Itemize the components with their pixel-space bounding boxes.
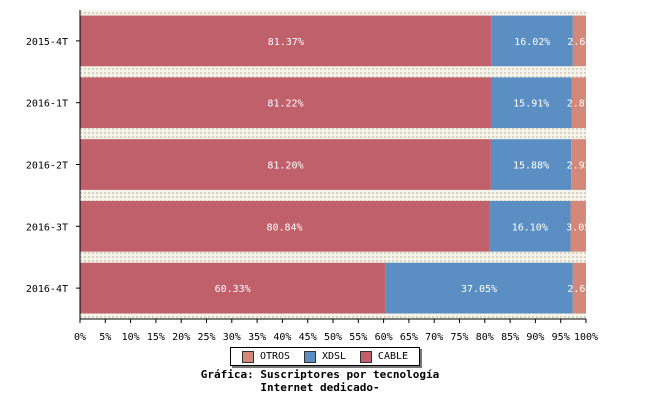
legend-swatch-xdsl — [303, 350, 316, 363]
x-tick-label-7: 35% — [248, 332, 266, 343]
bar-otros-0 — [572, 15, 586, 67]
y-tick-label-3: 2016-3T — [26, 222, 68, 233]
x-tick-label-4: 20% — [172, 332, 190, 343]
x-tick-label-8: 40% — [273, 332, 291, 343]
bar-otros-2 — [571, 139, 586, 190]
x-tick-label-14: 70% — [425, 332, 443, 343]
x-tick-label-17: 85% — [501, 332, 519, 343]
data-label-otros-4: 2.62 — [567, 284, 591, 295]
x-tick-label-5: 25% — [197, 332, 215, 343]
data-label-otros-2: 2.92 — [567, 161, 591, 172]
bar-otros-1 — [571, 77, 586, 129]
legend-item-otros: OTROS — [241, 350, 291, 363]
bar-cable-0 — [80, 15, 492, 67]
x-tick-label-9: 45% — [299, 332, 317, 343]
data-label-cable-1: 81.22% — [267, 99, 303, 110]
x-tick-label-13: 65% — [400, 332, 418, 343]
legend-item-cable: CABLE — [359, 350, 409, 363]
bar-xdsl-1 — [490, 77, 572, 129]
x-tick-label-16: 80% — [476, 332, 494, 343]
x-tick-label-12: 60% — [375, 332, 393, 343]
x-tick-label-20: 100% — [574, 332, 598, 343]
x-tick-label-18: 90% — [526, 332, 544, 343]
legend-swatch-cable — [359, 350, 372, 363]
y-tick-label-2: 2016-2T — [26, 161, 68, 172]
bar-xdsl-2 — [490, 139, 572, 190]
data-label-xdsl-2: 15.88% — [513, 161, 549, 172]
legend-label-cable: CABLE — [377, 351, 409, 362]
x-tick-label-11: 55% — [349, 332, 367, 343]
legend-label-xdsl: XDSL — [321, 351, 347, 362]
data-label-cable-3: 80.84% — [266, 222, 302, 233]
y-tick-label-0: 2015-4T — [26, 37, 68, 48]
data-label-cable-4: 60.33% — [215, 284, 251, 295]
x-tick-label-6: 30% — [223, 332, 241, 343]
y-tick-label-1: 2016-1T — [26, 99, 68, 110]
bar-cable-2 — [80, 139, 491, 190]
legend-label-otros: OTROS — [259, 351, 291, 362]
legend-item-xdsl: XDSL — [303, 350, 347, 363]
y-tick-label-4: 2016-4T — [26, 284, 68, 295]
data-label-xdsl-1: 15.91% — [513, 99, 549, 110]
x-tick-label-1: 5% — [99, 332, 111, 343]
bar-cable-4 — [80, 262, 386, 314]
x-tick-label-0: 0% — [74, 332, 86, 343]
x-tick-label-2: 10% — [122, 332, 140, 343]
x-tick-label-10: 50% — [324, 332, 342, 343]
data-label-xdsl-4: 37.05% — [461, 284, 497, 295]
x-tick-label-15: 75% — [450, 332, 468, 343]
bar-otros-4 — [572, 262, 586, 314]
chart-title: Gráfica: Suscriptores por tecnología — [200, 368, 440, 381]
bar-xdsl-3 — [489, 200, 571, 252]
data-label-cable-2: 81.20% — [267, 161, 303, 172]
data-label-xdsl-0: 16.02% — [514, 37, 550, 48]
legend: OTROS XDSL CABLE — [230, 347, 420, 366]
bar-cable-3 — [80, 200, 490, 252]
data-label-otros-3: 3.05 — [566, 222, 590, 233]
data-label-xdsl-3: 16.10% — [512, 222, 548, 233]
bar-xdsl-0 — [491, 15, 573, 67]
x-tick-label-3: 15% — [147, 332, 165, 343]
legend-swatch-otros — [241, 350, 254, 363]
bar-xdsl-4 — [385, 262, 573, 314]
chart-subtitle: Internet dedicado- — [260, 381, 380, 394]
data-label-otros-1: 2.87 — [567, 99, 591, 110]
bar-cable-1 — [80, 77, 491, 129]
bar-otros-3 — [570, 200, 586, 252]
x-tick-label-19: 95% — [552, 332, 570, 343]
data-label-cable-0: 81.37% — [268, 37, 304, 48]
data-label-otros-0: 2.61 — [567, 37, 591, 48]
